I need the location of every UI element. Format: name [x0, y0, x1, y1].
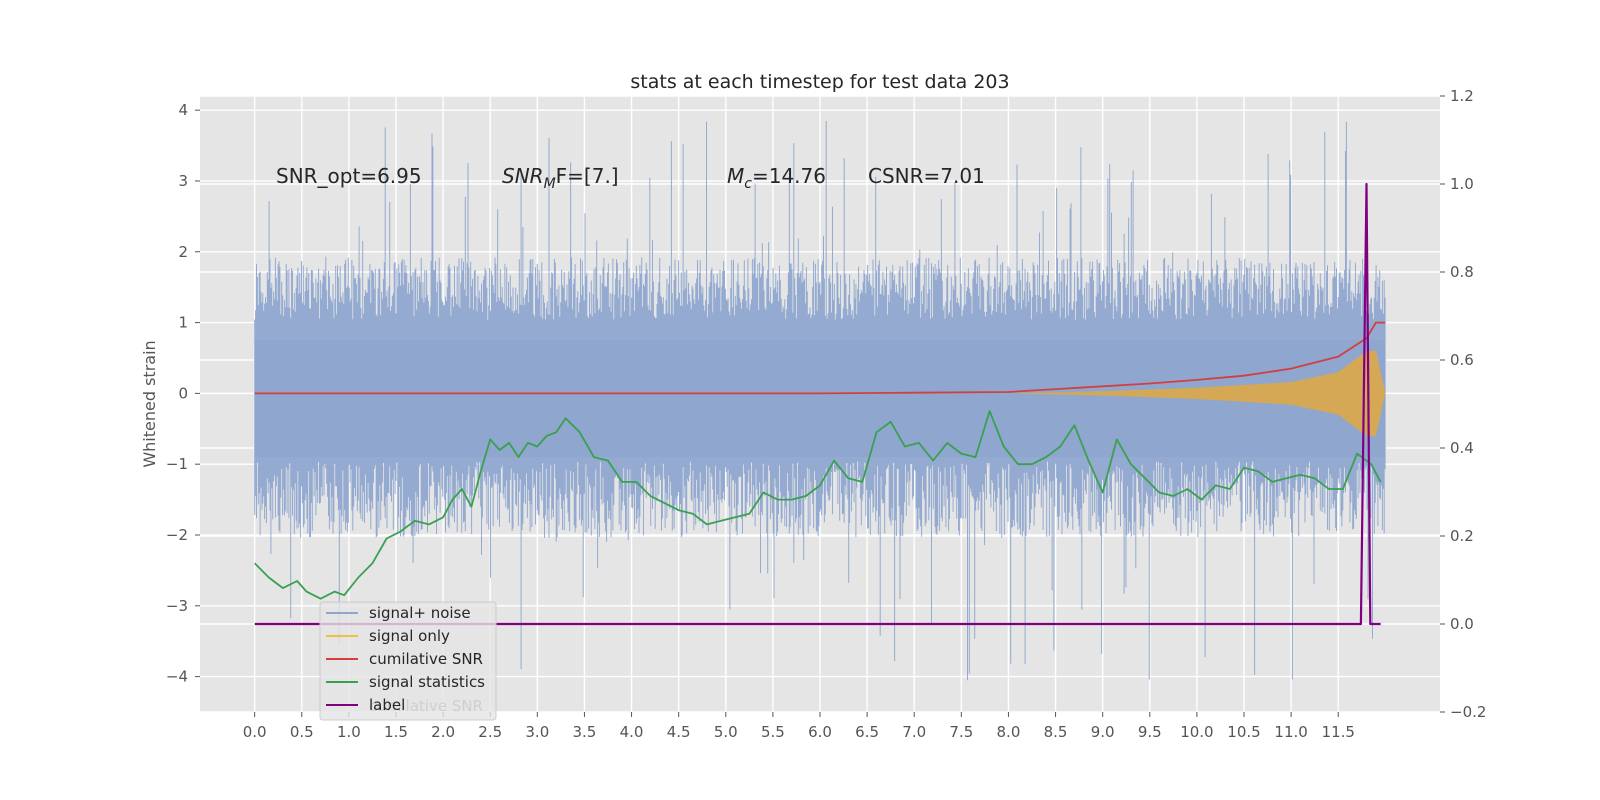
x-tick-label: 10.0 — [1180, 723, 1213, 741]
y-tick-label-left: −3 — [166, 597, 188, 615]
legend-label: signal only — [369, 627, 450, 645]
annotations: SNR_opt=6.95 SNRMF=[7.] Mc=14.76 CSNR=7.… — [276, 164, 985, 192]
y-tick-label-left: −1 — [166, 455, 188, 473]
annotation-snr-opt: SNR_opt=6.95 — [276, 164, 422, 188]
legend: cumilative SNR signal+ noise signal only c… — [319, 601, 497, 721]
x-tick-label: 3.0 — [525, 723, 549, 741]
x-tick-label: 2.5 — [478, 723, 502, 741]
series-cumulative-snr — [254, 321, 1386, 395]
x-tick-label: 6.0 — [808, 723, 832, 741]
y-tick-label-right: 0.6 — [1450, 351, 1474, 369]
x-tick-label: 0.5 — [290, 723, 314, 741]
legend-label: signal+ noise — [369, 604, 471, 622]
x-tick-label: 4.5 — [667, 723, 691, 741]
x-tick-label: 1.5 — [384, 723, 408, 741]
y-tick-label-right: 0.2 — [1450, 527, 1474, 545]
y-tick-label-right: 0.8 — [1450, 263, 1474, 281]
x-tick-label: 1.0 — [337, 723, 361, 741]
legend-label: label — [369, 696, 405, 714]
ticks: 0.0 0.5 1.0 1.5 2.0 2.5 3.0 3.5 4.0 4.5 5.0 5.5 6.0 6… — [166, 87, 1487, 741]
y-tick-label-right: 1.2 — [1450, 87, 1474, 105]
x-tick-label: 8.5 — [1044, 723, 1068, 741]
chart-title: stats at each timestep for test data 203 — [630, 71, 1009, 93]
x-tick-label: 2.0 — [431, 723, 455, 741]
y-tick-label-right: 1.0 — [1450, 175, 1474, 193]
annotation-chirp-mass: Mc=14.76 — [727, 164, 826, 192]
x-tick-label: 6.5 — [855, 723, 879, 741]
legend-box — [319, 601, 497, 721]
x-tick-label: 9.0 — [1091, 723, 1115, 741]
x-tick-label: 9.5 — [1138, 723, 1162, 741]
y-tick-label-right: 0.0 — [1450, 615, 1474, 633]
y-tick-label-left: −2 — [166, 526, 188, 544]
y-tick-label-left: 0 — [178, 384, 188, 402]
x-tick-label: 5.5 — [761, 723, 785, 741]
x-tick-label: 11.0 — [1274, 723, 1307, 741]
series-label — [254, 182, 1381, 626]
x-tick-label: 5.0 — [714, 723, 738, 741]
y-axis-label: Whitened strain — [140, 340, 159, 467]
y-tick-label-left: 1 — [178, 314, 188, 332]
y-tick-label-right: 0.4 — [1450, 439, 1474, 457]
y-tick-label-left: 2 — [178, 243, 188, 261]
legend-ghost-text: cumilative SNR — [369, 697, 483, 715]
legend-items: signal+ noise signal only cumilative SNR si… — [326, 604, 485, 714]
x-tick-label: 0.0 — [243, 723, 267, 741]
x-tick-label: 3.5 — [573, 723, 597, 741]
x-tick-label: 7.5 — [949, 723, 973, 741]
y-tick-label-left: 3 — [178, 172, 188, 190]
x-tick-label: 7.0 — [902, 723, 926, 741]
y-tick-label-left: 4 — [178, 101, 188, 119]
legend-label: signal statistics — [369, 673, 485, 691]
x-tick-label: 8.0 — [997, 723, 1021, 741]
series-layer — [254, 121, 1386, 681]
legend-label: cumilative SNR — [369, 650, 483, 668]
y-tick-label-right: −0.2 — [1450, 703, 1486, 721]
x-tick-label: 11.5 — [1322, 723, 1355, 741]
x-tick-label: 4.0 — [620, 723, 644, 741]
series-signal-only — [1008, 350, 1386, 436]
annotation-snr-mf: SNRMF=[7.] — [502, 164, 619, 192]
x-tick-label: 10.5 — [1227, 723, 1260, 741]
annotation-csnr: CSNR=7.01 — [868, 164, 985, 188]
y-tick-label-left: −4 — [166, 668, 188, 686]
series-signal-statistics — [254, 410, 1382, 600]
